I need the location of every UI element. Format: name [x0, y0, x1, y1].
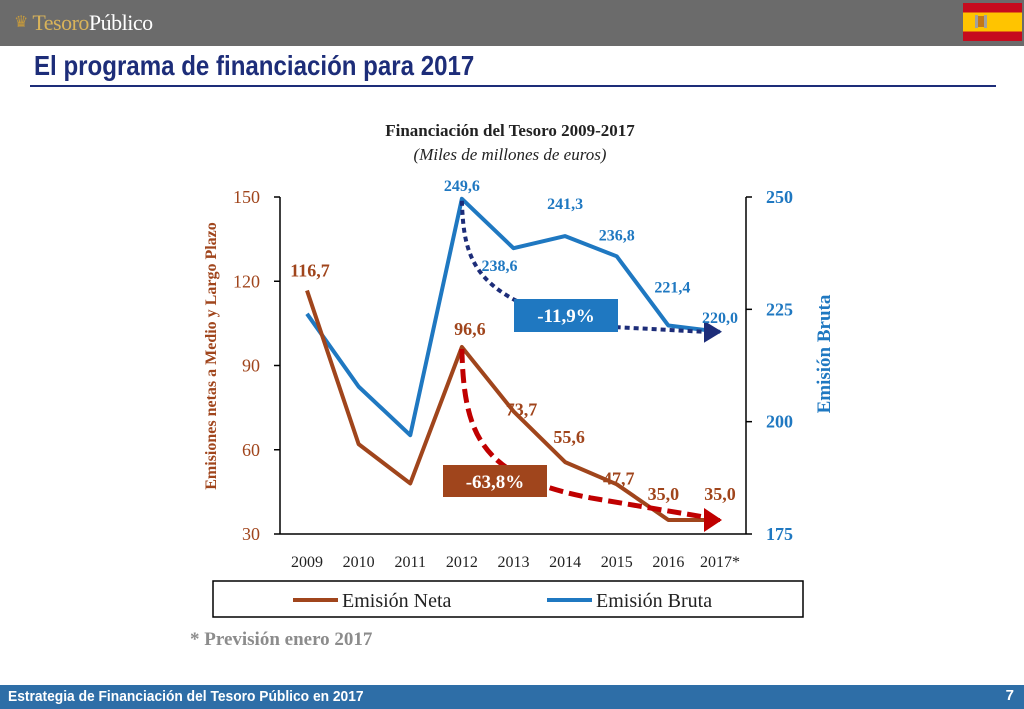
legend-label-bruta: Emisión Bruta: [596, 590, 712, 612]
series-line-emision-bruta: [305, 196, 721, 438]
change-box-neta: [443, 465, 547, 497]
data-label-neta: 96,6: [454, 319, 486, 339]
logo-text: TesoroPúblico: [32, 10, 153, 35]
change-box-bruta: [514, 299, 618, 332]
chart-title: Financiación del Tesoro 2009-2017: [385, 121, 635, 140]
x-tick-label: 2015: [601, 554, 633, 571]
y-tick-label-right: 200: [766, 412, 793, 432]
legend-label-neta: Emisión Neta: [342, 590, 452, 612]
data-label-bruta: 220,0: [702, 310, 738, 327]
data-label-bruta: 241,3: [547, 196, 583, 213]
data-label-bruta: 249,6: [444, 178, 480, 195]
title-divider: [30, 85, 996, 87]
change-label-neta: -63,8%: [466, 472, 525, 493]
data-label-neta: 35,0: [704, 484, 736, 504]
x-tick-label: 2010: [343, 554, 375, 571]
page-title: El programa de financiación para 2017: [34, 50, 475, 81]
data-label-bruta: 236,8: [599, 227, 635, 244]
y-tick-label-left: 30: [242, 524, 260, 544]
footnote: * Previsión enero 2017: [190, 629, 373, 650]
data-label-bruta: 238,6: [482, 258, 518, 275]
x-tick-label: 2014: [549, 554, 581, 571]
arrowhead-neta: [704, 507, 722, 532]
page-number: 7: [1005, 687, 1014, 704]
y-tick-label-right: 175: [766, 524, 793, 544]
y-tick-label-left: 150: [233, 187, 260, 207]
data-label-neta: 73,7: [506, 399, 538, 419]
chart-annotations: -11,9% -63,8%: [443, 200, 722, 532]
data-label-bruta: 221,4: [654, 280, 690, 297]
y-tick-label-left: 60: [242, 440, 260, 460]
footer-bar: Estrategia de Financiación del Tesoro Pú…: [0, 685, 1024, 709]
decline-arrow-bruta: [459, 200, 705, 334]
chart-subtitle: (Miles de millones de euros): [414, 145, 607, 164]
chart-data-labels: 249,6 238,6 241,3 236,8 221,4 220,0 116,7 96,6 7…: [290, 178, 738, 504]
x-tick-label: 2012: [446, 554, 478, 571]
data-label-neta: 116,7: [290, 261, 330, 281]
chart-axes: 30 60 90 120 150 175 200 225 250 2009 2010 2011 2012…: [203, 187, 835, 571]
x-tick-label: 2016: [652, 554, 684, 571]
data-label-neta: 47,7: [603, 468, 635, 488]
x-tick-label: 2009: [291, 554, 323, 571]
y-tick-label-right: 250: [766, 187, 793, 207]
y-tick-label-right: 225: [766, 299, 793, 319]
footer-text: Estrategia de Financiación del Tesoro Pú…: [8, 688, 364, 705]
crown-icon: ♛: [14, 14, 29, 31]
y-tick-label-left: 120: [233, 271, 260, 291]
y-axis-title-right: Emisión Bruta: [814, 294, 835, 413]
decline-arrow-neta: [459, 348, 705, 520]
data-label-neta: 35,0: [648, 484, 680, 504]
tesoro-publico-logo: ♛ TesoroPúblico: [14, 6, 153, 40]
legend-box: [212, 580, 804, 618]
y-axis-title-left: Emisiones netas a Medio y Largo Plazo: [203, 222, 220, 490]
x-tick-label: 2017*: [700, 554, 740, 571]
financing-chart: Financiación del Tesoro 2009-2017 (Miles…: [203, 121, 835, 618]
top-bar: ♛ TesoroPúblico: [0, 0, 1024, 46]
y-tick-label-left: 90: [242, 356, 260, 376]
spain-flag-icon: [963, 3, 1022, 41]
change-label-bruta: -11,9%: [537, 306, 595, 327]
arrowhead-bruta: [704, 320, 722, 343]
data-label-neta: 55,6: [553, 427, 585, 447]
chart-legend: Emisión Neta Emisión Bruta: [212, 580, 804, 618]
x-tick-label: 2013: [498, 554, 530, 571]
x-tick-label: 2011: [395, 554, 426, 571]
